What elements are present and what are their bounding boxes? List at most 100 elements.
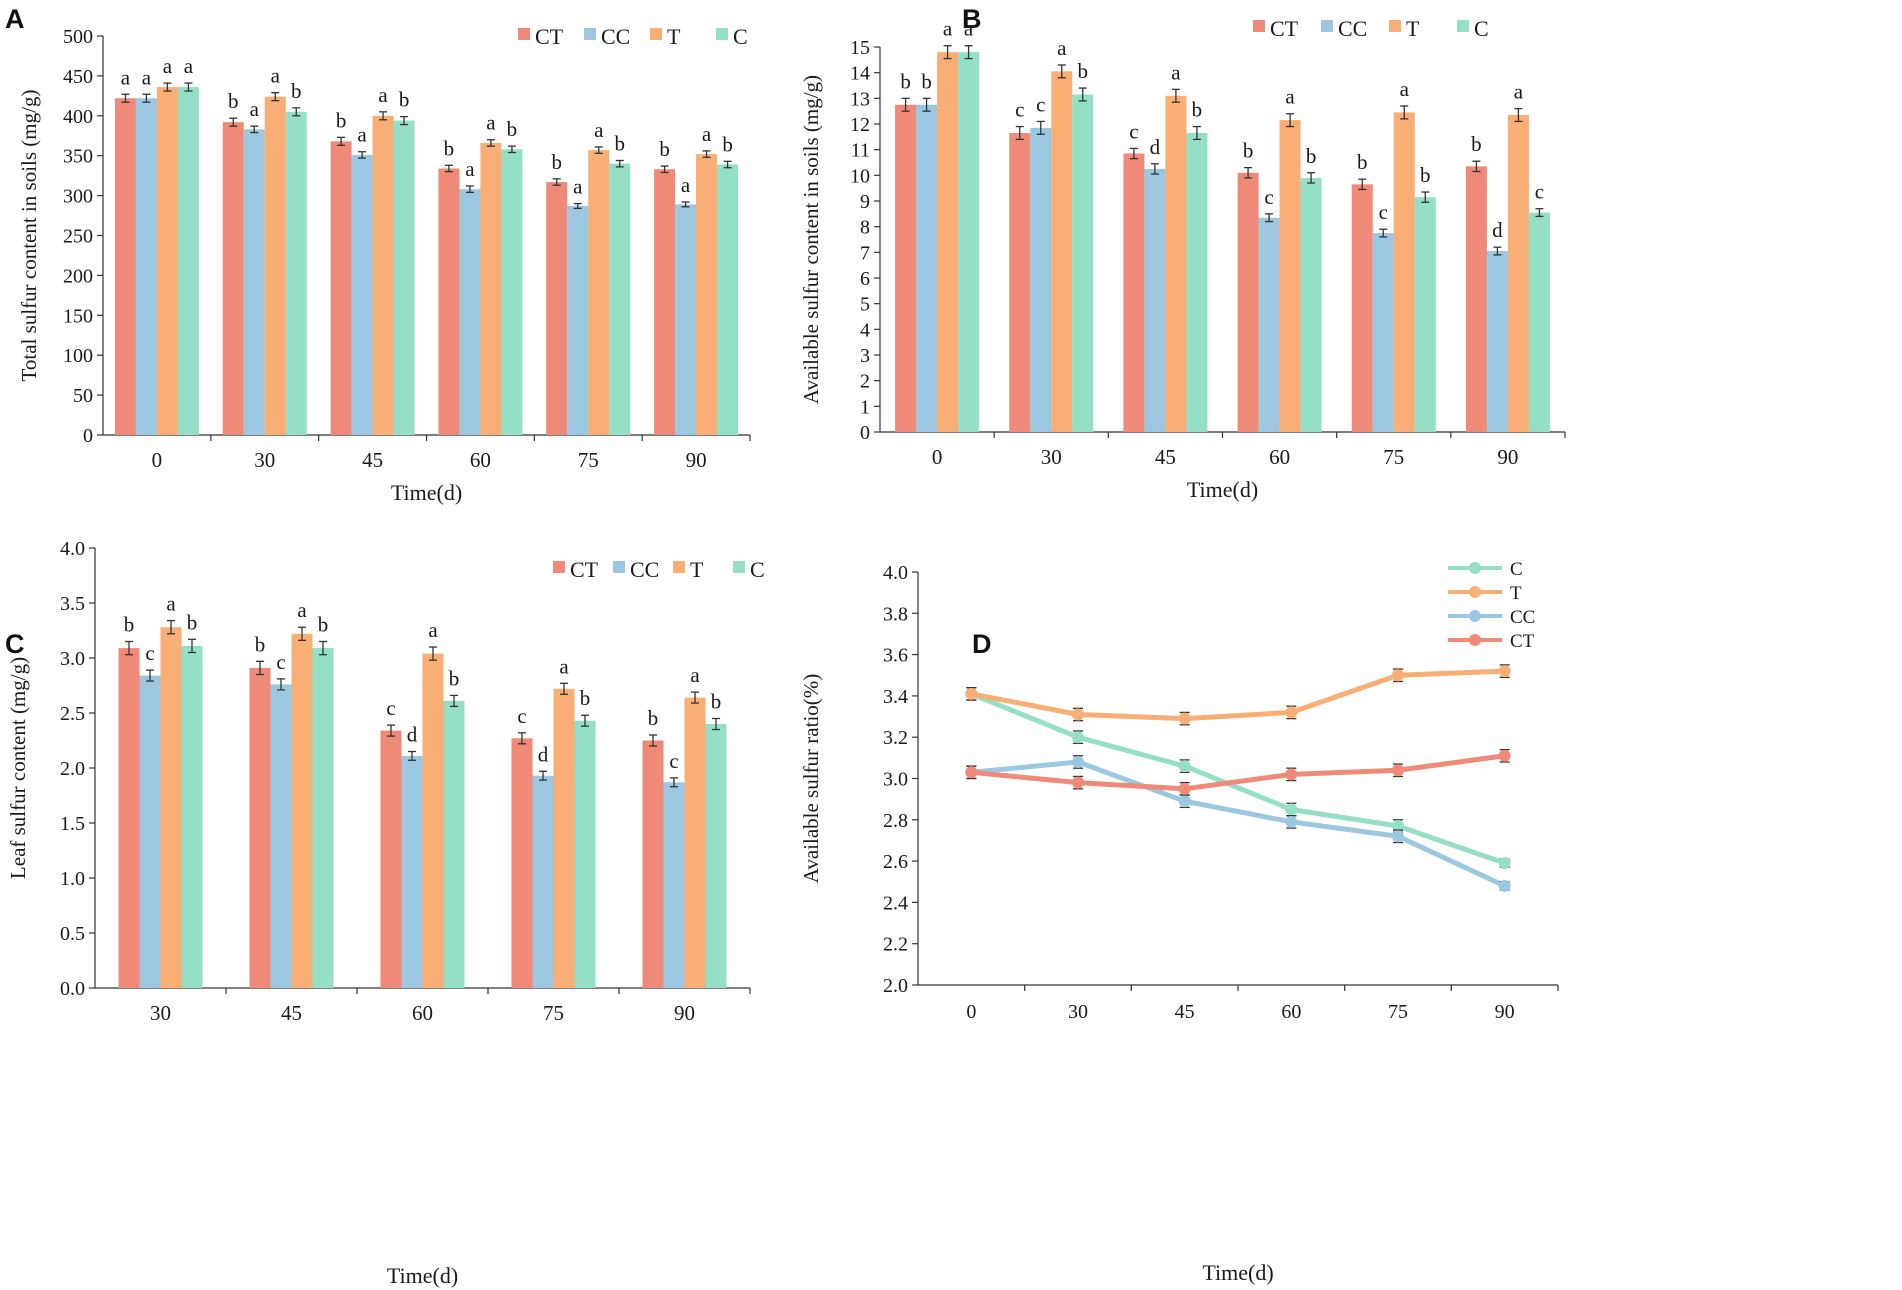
- panel-b-x-tick-label: 90: [1497, 445, 1518, 469]
- panel-b-y-tick-label: 5: [860, 294, 870, 316]
- panel-b-significance-letter: c: [1129, 119, 1138, 143]
- panel-b-y-tick-label: 1: [860, 396, 870, 418]
- panel-c-bar-t: [553, 688, 575, 988]
- panel-b-bar-t: [1279, 120, 1301, 433]
- panel-b-y-tick-label: 4: [860, 319, 870, 341]
- panel-b-legend-label-t: T: [1406, 16, 1420, 41]
- panel-b-letter: B: [962, 4, 982, 34]
- panel-c-y-tick-label: 2.5: [60, 703, 85, 725]
- panel-b-legend-label-cc: CC: [1338, 16, 1367, 41]
- panel-d-point-c: [1178, 760, 1191, 773]
- panel-d-point-t: [1072, 708, 1084, 721]
- panel-b-y-tick-label: 6: [860, 268, 870, 290]
- panel-b-significance-letter: b: [1078, 59, 1089, 83]
- panel-c-legend-swatch-t: [673, 561, 685, 573]
- panel-d-point-t: [1392, 669, 1404, 682]
- panel-a-y-tick-label: 150: [63, 305, 93, 327]
- panel-c-bar-cc: [401, 755, 423, 988]
- panel-a-y-tick-label: 350: [63, 146, 93, 168]
- panel-d-y-tick-label: 3.2: [883, 727, 908, 749]
- panel-a-significance-letter: a: [250, 97, 260, 121]
- panel-c-bar-c: [574, 720, 596, 988]
- panel-c-x-axis-title: Time(d): [387, 1263, 458, 1288]
- panel-d-y-tick-label: 4.0: [883, 562, 908, 584]
- panel-b-legend-swatch-cc: [1321, 20, 1333, 32]
- panel-a-bar-c: [393, 120, 415, 435]
- panel-a-bar-c: [285, 111, 307, 435]
- panel-a-bar-ct: [654, 169, 676, 436]
- panel-d-point-cc: [1392, 830, 1404, 843]
- panel-d-point-cc: [1285, 815, 1298, 828]
- panel-c-bar-ct: [118, 648, 140, 988]
- panel-c-significance-letter: a: [690, 663, 700, 687]
- panel-a-bar-c: [177, 87, 199, 436]
- panel-c-bar-c: [705, 724, 727, 988]
- panel-b-bar-cc: [1372, 233, 1394, 432]
- panel-a-bar-t: [696, 154, 718, 435]
- panel-a-y-tick-label: 0: [83, 425, 93, 447]
- panel-a-y-tick-label: 450: [63, 66, 93, 88]
- panel-a-y-tick-label: 200: [63, 265, 93, 287]
- panel-b-bar-cc: [1144, 168, 1166, 432]
- panel-b-legend-label-c: C: [1474, 16, 1489, 41]
- panel-c-significance-letter: c: [145, 641, 154, 665]
- panel-c-significance-letter: b: [711, 690, 722, 714]
- panel-b-x-axis-title: Time(d): [1187, 477, 1258, 502]
- panel-b-y-tick-label: 7: [860, 242, 870, 264]
- panel-b-significance-letter: a: [1514, 80, 1524, 104]
- panel-a-significance-letter: a: [142, 65, 152, 89]
- panel-c-bar-c: [312, 648, 334, 988]
- panel-c-bar-t: [422, 653, 444, 988]
- panel-c-significance-letter: b: [187, 610, 198, 634]
- panel-b-significance-letter: d: [1150, 135, 1161, 159]
- panel-d-point-c: [1285, 803, 1298, 816]
- panel-b-bar-ct: [1465, 166, 1487, 432]
- panel-c-x-tick-label: 90: [674, 1001, 695, 1025]
- panel-d-x-tick-label: 75: [1388, 1001, 1408, 1023]
- panel-d-point-t: [1285, 706, 1298, 719]
- panel-b-y-tick-label: 14: [850, 63, 870, 85]
- panel-a-bar-cc: [675, 204, 697, 435]
- panel-d-point-t: [965, 687, 978, 700]
- panel-a-bar-ct: [222, 122, 244, 436]
- panel-b-legend-swatch-t: [1389, 20, 1401, 32]
- panel-b-bar-t: [1165, 95, 1187, 433]
- panel-c-significance-letter: c: [276, 650, 285, 674]
- panel-a-significance-letter: b: [615, 131, 626, 155]
- panel-a-significance-letter: a: [465, 157, 475, 181]
- panel-b-y-tick-label: 8: [860, 217, 870, 239]
- panel-c-significance-letter: b: [124, 613, 135, 637]
- panel-d-series-line-ct: [971, 753, 1506, 792]
- panel-b-x-tick-label: 60: [1269, 445, 1290, 469]
- panel-a-bar-cc: [243, 129, 265, 435]
- panel-a-significance-letter: a: [681, 173, 691, 197]
- panel-d-point-c: [1498, 857, 1511, 870]
- panel-c-significance-letter: b: [648, 706, 659, 730]
- panel-a-x-tick-label: 60: [470, 448, 491, 472]
- panel-c-significance-letter: b: [580, 686, 591, 710]
- panel-b-bar-c: [958, 52, 980, 433]
- panel-c-bar-t: [160, 627, 182, 988]
- panel-c-y-tick-label: 3.0: [60, 648, 85, 670]
- panel-d-chart: 2.0 2.2 2.4 2.6 2.8 3.0 3.2 3.4 3.6 3.8 4.0 Availab…: [799, 559, 1559, 1285]
- panel-a-bar-cc: [135, 98, 157, 435]
- panel-a-significance-letter: a: [702, 122, 712, 146]
- panel-a-legend-swatch-ct: [518, 28, 530, 40]
- panel-c-bar-t: [291, 633, 313, 988]
- panel-b-significance-letter: a: [964, 17, 974, 41]
- panel-b-significance-letter: b: [1306, 144, 1317, 168]
- panel-b-bar-t: [937, 52, 959, 433]
- panel-a-bar-c: [717, 164, 739, 435]
- panel-b-y-tick-label: 0: [860, 422, 870, 444]
- panel-b-significance-letter: a: [943, 17, 953, 41]
- panel-c-bar-ct: [642, 740, 664, 988]
- panel-c-significance-letter: b: [255, 632, 266, 656]
- panel-b-x-tick-label: 45: [1155, 445, 1176, 469]
- panel-d-legend-label-cc: CC: [1510, 607, 1535, 628]
- panel-d-point-ct: [1072, 776, 1084, 789]
- panel-a-bar-ct: [114, 98, 136, 435]
- panel-a-bar-cc: [567, 205, 589, 435]
- panel-a-bar-t: [264, 96, 286, 435]
- panel-d-point-c: [1072, 731, 1084, 744]
- panel-a-y-tick-label: 100: [63, 345, 93, 367]
